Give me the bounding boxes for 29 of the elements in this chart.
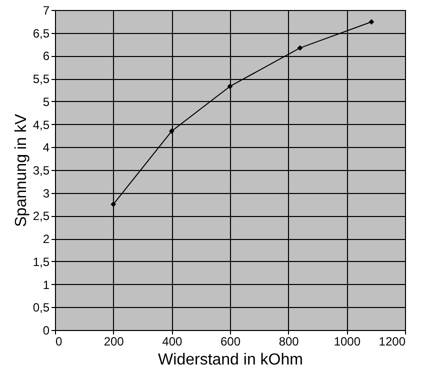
x-axis-title: Widerstand in kOhm: [158, 352, 303, 368]
x-tick-label: 1000: [334, 334, 361, 348]
y-tick-label: 6: [42, 49, 50, 64]
point: [110, 202, 116, 208]
point: [368, 19, 374, 25]
y-tick-label: 5,5: [32, 72, 50, 86]
y-tick-label: 4,5: [32, 118, 50, 132]
x-tick-label: 400: [162, 334, 182, 348]
y-tick-label: 1: [42, 278, 50, 292]
point: [297, 45, 303, 51]
x-tick-label: 800: [278, 334, 300, 348]
y-tick-label: 3,5: [32, 164, 50, 178]
point: [168, 128, 174, 134]
y-tick-label: 0,5: [32, 300, 50, 315]
x-tick-label: 200: [104, 334, 124, 348]
y-tick-label: 4: [42, 140, 50, 155]
y-tick-label: 1,5: [32, 254, 50, 269]
y-tick-label: 6,5: [32, 26, 50, 40]
y-tick-label: 0: [42, 324, 50, 338]
y-tick-label: 2: [42, 232, 50, 246]
y-tick-label: 2,5: [32, 209, 50, 224]
x-tick-label: 0: [56, 334, 62, 348]
x-tick-label: 1200: [378, 334, 406, 348]
y-tick-label: 3: [42, 186, 50, 200]
y-tick-label: 5: [42, 94, 50, 109]
y-axis-title: Spannung in kV: [12, 114, 30, 227]
point: [227, 84, 233, 90]
y-tick-label: 7: [42, 4, 50, 18]
x-tick-label: 600: [220, 334, 241, 348]
